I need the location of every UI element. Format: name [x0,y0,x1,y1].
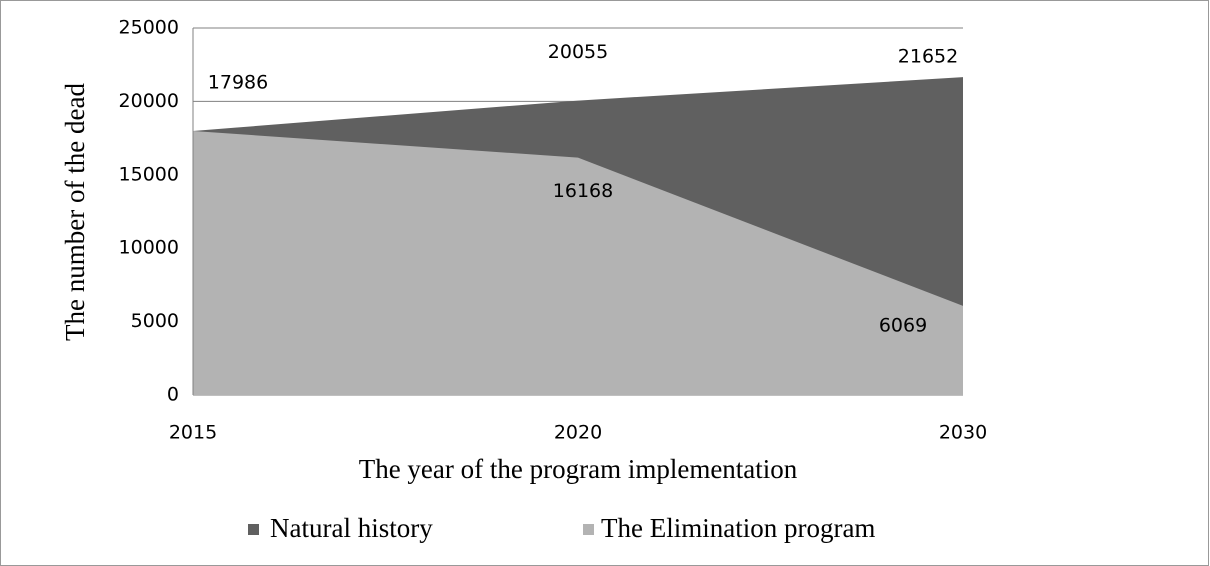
x-tick-label: 2030 [939,422,987,444]
legend-label: The Elimination program [601,513,875,543]
legend-swatch [248,524,259,535]
data-label: 20055 [548,41,608,63]
data-label: 6069 [879,314,927,336]
x-tick-label: 2015 [169,422,217,444]
y-tick-label: 0 [167,384,179,406]
legend-swatch [583,524,594,535]
y-tick-label: 10000 [119,237,179,259]
data-label: 16168 [553,180,613,202]
x-tick-label: 2020 [554,422,602,444]
area [193,130,963,395]
data-label: 21652 [898,46,958,68]
x-axis-title: The year of the program implementation [359,454,798,484]
y-axis-title: The number of the dead [60,83,90,341]
y-tick-label: 20000 [119,90,179,112]
y-tick-label: 5000 [131,310,179,332]
y-tick-label: 15000 [119,163,179,185]
legend-label: Natural history [270,513,433,543]
data-label: 17986 [208,71,268,93]
y-tick-label: 25000 [119,17,179,39]
